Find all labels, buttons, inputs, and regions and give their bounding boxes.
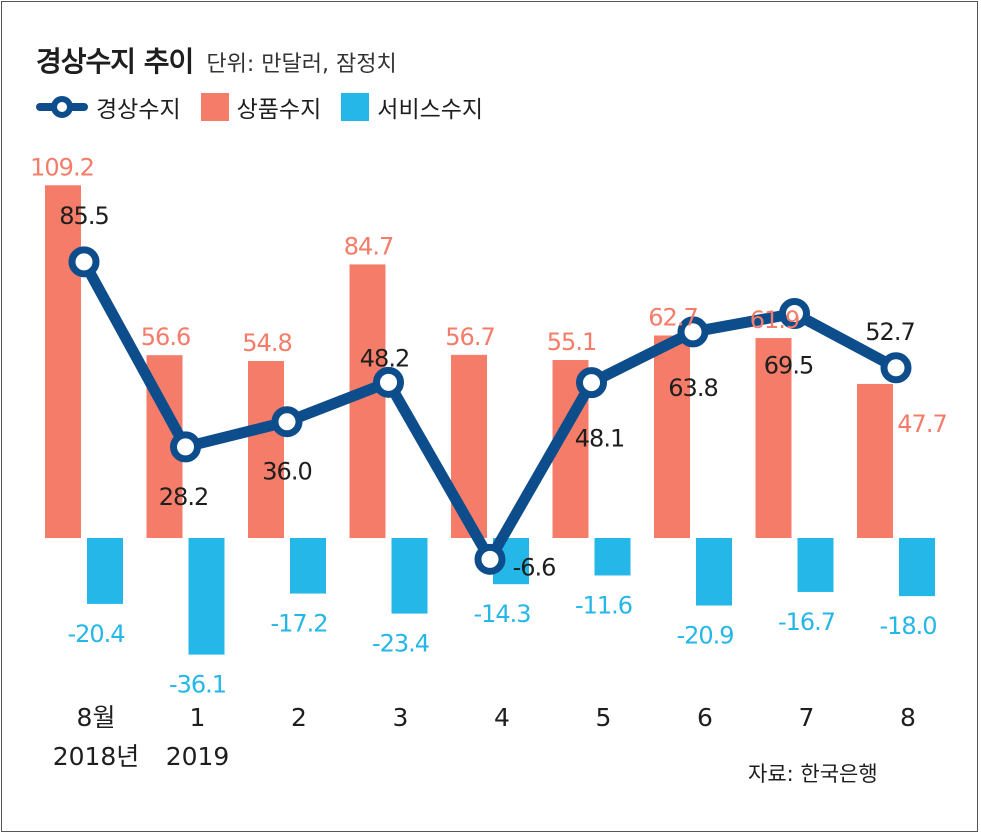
goods-bar xyxy=(654,335,690,538)
month-label: 2 xyxy=(291,703,307,732)
month-label: 3 xyxy=(393,703,409,732)
goods-value-label: 84.7 xyxy=(344,232,393,260)
unit-note: 단위: 만달러, 잠정치 xyxy=(206,52,397,77)
services-bar xyxy=(290,538,326,594)
goods-bar xyxy=(857,383,893,538)
month-label: 4 xyxy=(494,703,510,732)
current-account-point xyxy=(880,352,912,384)
title-row: 경상수지 추이 단위: 만달러, 잠정치 xyxy=(36,40,397,80)
services-value-label: -17.2 xyxy=(270,610,327,638)
legend-label-services: 서비스수지 xyxy=(377,97,484,123)
line-marker-icon xyxy=(36,96,88,118)
legend-label-current-account: 경상수지 xyxy=(96,97,181,123)
services-value-label: -36.1 xyxy=(169,671,226,699)
month-label: 5 xyxy=(596,703,612,732)
services-swatch-icon xyxy=(341,93,370,121)
goods-bar xyxy=(755,338,792,538)
goods-value-label: 62.7 xyxy=(648,303,697,331)
year-label: 2019 xyxy=(166,742,230,771)
goods-bar xyxy=(45,185,81,538)
month-label: 6 xyxy=(697,703,713,732)
legend-item-current-account: 경상수지 xyxy=(36,90,181,124)
goods-bar xyxy=(349,264,386,538)
month-label: 8 xyxy=(900,703,916,732)
goods-bar xyxy=(248,360,284,538)
services-bar xyxy=(899,538,935,597)
year-label: 2018년 xyxy=(53,742,140,771)
goods-value-label: 54.8 xyxy=(242,329,291,357)
current-account-value-label: 63.8 xyxy=(668,374,717,402)
services-bar xyxy=(188,538,225,655)
current-account-point xyxy=(373,366,404,398)
current-account-value-label: -6.6 xyxy=(513,553,556,581)
services-value-label: -23.4 xyxy=(372,630,429,658)
goods-value-label: 55.1 xyxy=(547,328,596,356)
chart-title: 경상수지 추이 xyxy=(36,45,194,78)
current-account-value-label: 36.0 xyxy=(262,458,311,486)
services-value-label: -14.3 xyxy=(473,600,530,628)
goods-swatch-icon xyxy=(200,93,229,121)
current-account-point xyxy=(474,543,506,575)
services-value-label: -11.6 xyxy=(575,591,632,619)
services-bar xyxy=(391,538,428,614)
current-account-point xyxy=(271,406,303,438)
legend-item-goods: 상품수지 xyxy=(200,90,322,124)
current-account-point xyxy=(170,431,201,463)
goods-value-label: 61.9 xyxy=(750,306,799,334)
month-label: 8월 xyxy=(77,703,116,732)
services-bar xyxy=(797,538,834,592)
services-bar xyxy=(594,538,631,576)
current-account-point xyxy=(677,316,709,348)
current-account-value-label: 52.7 xyxy=(865,318,914,346)
services-value-label: -16.7 xyxy=(778,608,835,636)
month-label: 1 xyxy=(190,703,206,732)
source-note: 자료: 한국은행 xyxy=(748,762,878,786)
goods-value-label: 56.7 xyxy=(445,323,494,351)
goods-value-label: 109.2 xyxy=(30,153,94,181)
services-value-label: -18.0 xyxy=(879,612,936,640)
current-account-value-label: 85.5 xyxy=(59,202,108,230)
current-account-value-label: 48.2 xyxy=(360,344,409,372)
current-account-value-label: 48.1 xyxy=(575,425,624,453)
legend: 경상수지 상품수지 서비스수지 xyxy=(36,90,503,124)
current-account-point xyxy=(576,367,607,399)
goods-value-label: 47.7 xyxy=(897,410,946,438)
month-label: 7 xyxy=(799,703,815,732)
services-value-label: -20.9 xyxy=(676,622,733,650)
legend-item-services: 서비스수지 xyxy=(341,90,483,124)
current-account-point xyxy=(68,246,100,278)
current-account-value-label: 28.2 xyxy=(159,483,208,511)
goods-value-label: 56.6 xyxy=(141,323,190,351)
current-account-point xyxy=(779,298,810,330)
services-bar xyxy=(87,538,123,604)
current-account-value-label: 69.5 xyxy=(764,352,813,380)
services-bar xyxy=(696,538,732,606)
services-value-label: -20.4 xyxy=(67,620,124,648)
legend-label-goods: 상품수지 xyxy=(236,97,322,123)
